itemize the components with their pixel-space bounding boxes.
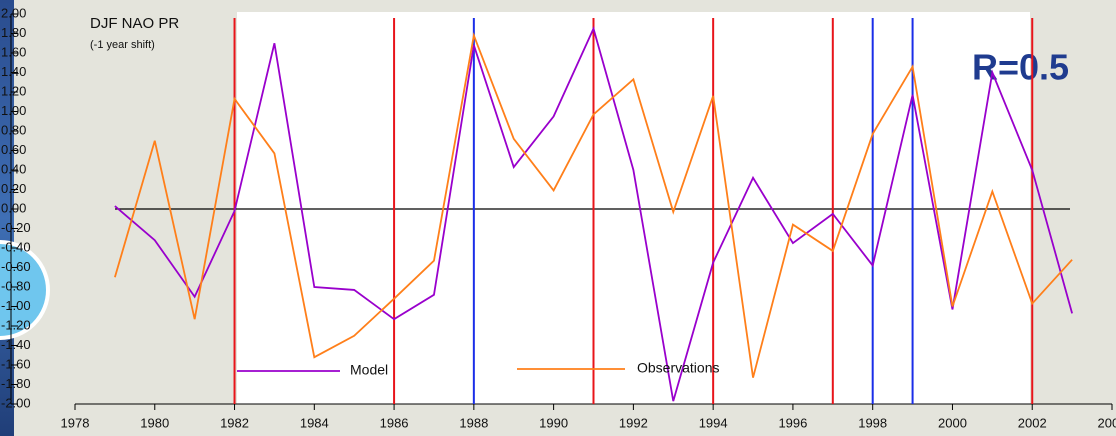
plot-area — [237, 12, 1030, 404]
x-tick-label: 1998 — [858, 415, 887, 430]
y-tick-label: 0.60 — [1, 142, 26, 157]
y-tick-label: 1.20 — [1, 83, 26, 98]
y-tick-label: 1.60 — [1, 44, 26, 59]
y-tick-label: 0.40 — [1, 161, 26, 176]
x-tick-label: 1996 — [778, 415, 807, 430]
y-tick-label: -0.20 — [1, 220, 31, 235]
y-tick-label: -1.60 — [1, 356, 31, 371]
series-line — [114, 26, 1073, 402]
series-line — [114, 32, 1073, 378]
annotation: R=0.5 — [972, 47, 1069, 88]
x-tick-label: 1990 — [539, 415, 568, 430]
y-tick-label: 0.00 — [1, 200, 26, 215]
y-tick-label: 0.20 — [1, 181, 26, 196]
y-tick-label: -1.00 — [1, 298, 31, 313]
y-tick-label: -1.80 — [1, 376, 31, 391]
y-tick-label: -0.60 — [1, 259, 31, 274]
y-tick-label: -0.80 — [1, 278, 31, 293]
y-tick-label: -1.40 — [1, 337, 31, 352]
y-tick-label: 1.00 — [1, 103, 26, 118]
x-tick-label: 1982 — [220, 415, 249, 430]
legend-label: Observations — [637, 360, 719, 376]
x-tick-label: 1986 — [380, 415, 409, 430]
x-tick-label: 1984 — [300, 415, 329, 430]
y-tick-label: -2.00 — [1, 395, 31, 410]
chart-subtitle: (-1 year shift) — [90, 39, 155, 51]
x-tick-label: 2004 — [1098, 415, 1116, 430]
y-tick-label: 0.80 — [1, 122, 26, 137]
y-tick-label: 1.40 — [1, 64, 26, 79]
legend-label: Model — [350, 362, 388, 378]
x-tick-label: 1994 — [699, 415, 728, 430]
x-tick-label: 1978 — [61, 415, 90, 430]
y-tick-label: -0.40 — [1, 239, 31, 254]
x-tick-label: 2000 — [938, 415, 967, 430]
y-tick-label: -1.20 — [1, 317, 31, 332]
chart-title: DJF NAO PR — [90, 15, 179, 32]
x-tick-label: 1992 — [619, 415, 648, 430]
x-tick-label: 1980 — [140, 415, 169, 430]
logo — [0, 240, 50, 340]
x-tick-label: 2002 — [1018, 415, 1047, 430]
x-tick-label: 1988 — [459, 415, 488, 430]
y-tick-label: 2.00 — [1, 5, 26, 20]
y-tick-label: 1.80 — [1, 25, 26, 40]
